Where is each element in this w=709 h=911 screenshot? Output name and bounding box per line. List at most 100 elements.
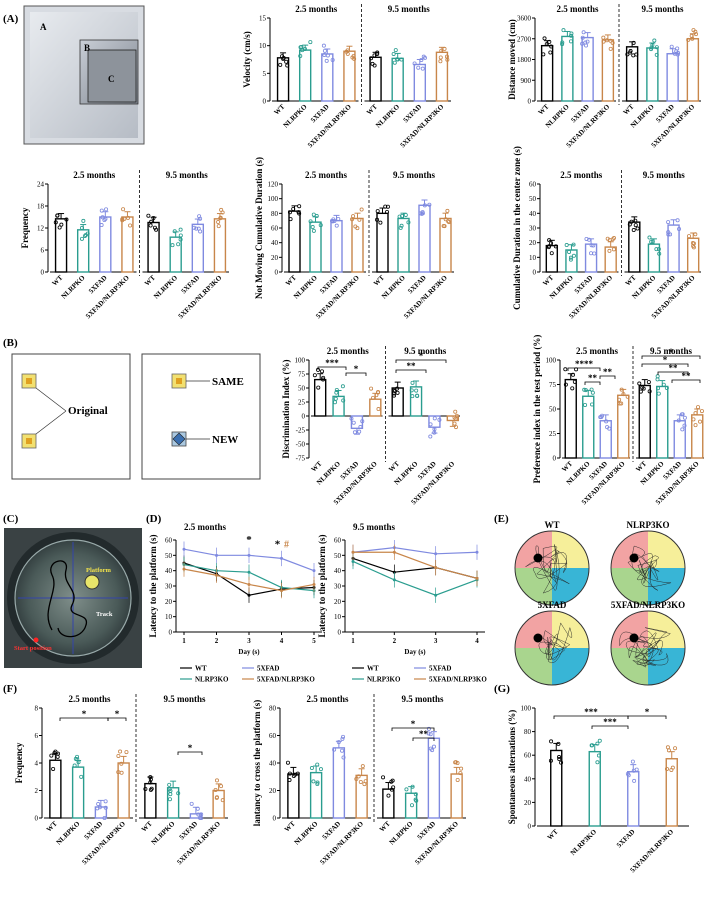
bar	[656, 385, 669, 459]
data-point	[82, 233, 87, 238]
y-tick-label: 0	[263, 98, 267, 106]
data-point	[607, 237, 612, 242]
y-tick-label: 50	[165, 552, 173, 560]
y-tick-label: 1800	[517, 56, 532, 64]
data-point	[178, 233, 183, 238]
data-point	[369, 56, 374, 61]
y-tick-label: 6	[35, 732, 39, 740]
data-point	[699, 409, 704, 414]
data-point	[475, 576, 479, 580]
y-tick-label: -50	[296, 441, 306, 449]
quadrant	[611, 611, 648, 648]
chart-title: 2.5 months	[184, 522, 227, 532]
data-point	[247, 582, 251, 586]
bar	[309, 221, 322, 273]
data-point	[430, 748, 435, 753]
significance-mark: **	[603, 367, 613, 377]
y-tick-label: 60	[271, 225, 279, 233]
significance-mark: *	[115, 709, 120, 719]
y-tick-label: 15	[259, 15, 267, 23]
significance-mark: **	[419, 729, 429, 739]
data-point	[391, 785, 396, 790]
bar	[382, 788, 395, 819]
data-point	[154, 227, 159, 232]
data-point	[571, 253, 576, 258]
data-point	[371, 395, 376, 400]
significance-mark: **	[588, 373, 598, 383]
data-point	[360, 764, 365, 769]
data-point	[310, 225, 315, 230]
data-point	[569, 31, 574, 36]
data-point	[340, 748, 345, 753]
x-tick-label: 5	[312, 637, 316, 645]
data-point	[220, 210, 225, 215]
data-point	[548, 758, 553, 763]
data-point	[445, 57, 450, 62]
data-point	[99, 208, 104, 213]
bar	[666, 53, 679, 102]
significance-bracket	[657, 371, 689, 375]
data-point	[182, 567, 186, 571]
data-point	[358, 425, 363, 430]
data-point	[351, 559, 355, 563]
data-point	[410, 394, 415, 399]
y-tick-label: 50	[529, 195, 537, 203]
data-point	[546, 245, 551, 250]
data-point	[375, 50, 380, 55]
data-point	[406, 220, 411, 225]
data-point	[670, 765, 675, 770]
data-point	[351, 214, 356, 219]
y-tick-label: 30	[529, 225, 537, 233]
bar	[564, 378, 577, 459]
y-tick-label: 60	[269, 732, 277, 740]
data-point	[595, 741, 600, 746]
data-point	[330, 218, 335, 223]
data-point	[453, 416, 458, 421]
data-point	[312, 373, 317, 378]
data-point	[680, 427, 685, 432]
y-tick-label: 0	[41, 269, 45, 277]
data-point	[189, 801, 194, 806]
data-point	[80, 225, 85, 230]
data-point	[431, 744, 436, 749]
data-point	[604, 419, 609, 424]
group-title: 2.5 months	[295, 4, 338, 14]
legend-label: NLRP3KO	[195, 676, 229, 684]
data-point	[320, 369, 325, 374]
x-tick-label: 2	[215, 637, 219, 645]
data-point	[64, 217, 69, 222]
data-point	[363, 779, 368, 784]
data-point	[395, 57, 400, 62]
y-axis-label: Velocity (cm/s)	[242, 31, 252, 87]
data-point	[610, 40, 615, 45]
x-tick-label: NLRPKO	[388, 819, 415, 846]
y-tick-label: 100	[521, 705, 532, 713]
data-point	[170, 243, 175, 248]
quadrant	[611, 648, 648, 685]
data-point	[569, 33, 574, 38]
y-tick-label: 0	[275, 269, 279, 277]
data-point	[220, 798, 225, 803]
data-point	[455, 777, 460, 782]
data-point	[693, 232, 698, 237]
y-tick-label: 4	[35, 760, 39, 768]
data-point	[589, 387, 594, 392]
quadrant	[515, 568, 552, 605]
data-point	[563, 382, 568, 387]
platform-marker	[84, 574, 100, 590]
data-point	[571, 372, 576, 377]
data-point	[278, 62, 283, 67]
data-point	[629, 219, 634, 224]
water-maze-photo: Platform Track Start position	[4, 528, 142, 668]
data-point	[428, 732, 433, 737]
data-point	[421, 54, 426, 59]
new-label: NEW	[212, 434, 238, 446]
group-title: 9.5 months	[163, 694, 206, 704]
data-point	[589, 743, 594, 748]
data-point	[375, 217, 380, 222]
data-point	[677, 227, 682, 232]
data-point	[148, 775, 153, 780]
quadrant	[552, 531, 589, 568]
data-point	[308, 219, 313, 224]
